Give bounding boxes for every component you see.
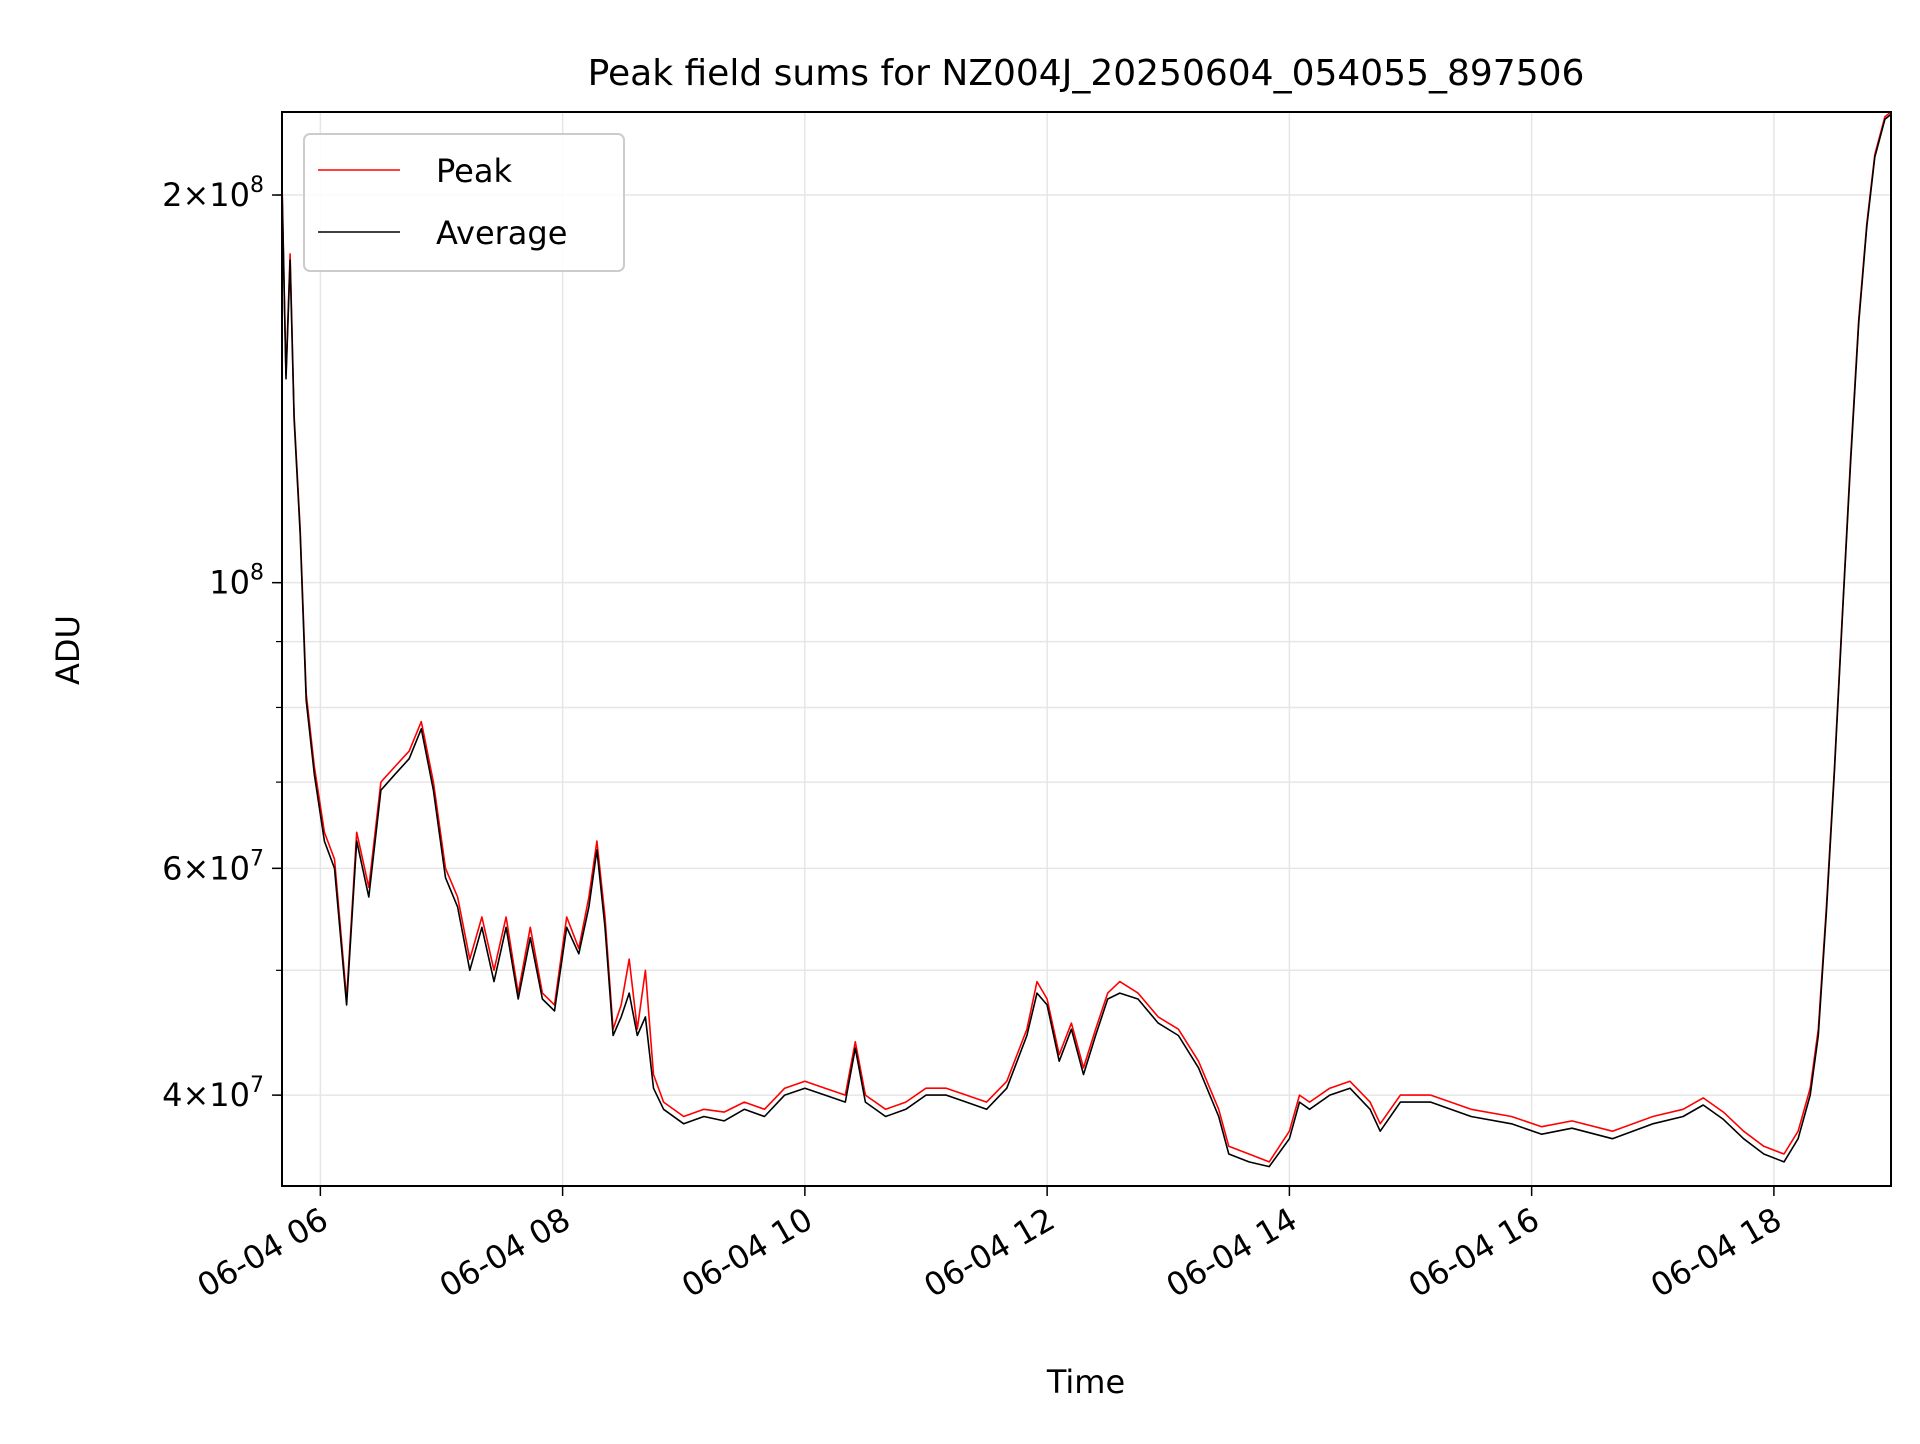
y-tick-label: 2×108 — [162, 173, 264, 214]
x-tick-label: 06-04 12 — [918, 1200, 1062, 1305]
legend: Peak Average — [303, 133, 625, 272]
ticks-layer: 06-04 06 06-04 08 06-04 10 06-04 12 06-04 14… — [162, 173, 1788, 1305]
series-line-average — [281, 113, 1892, 1168]
y-tick-label: 6×107 — [162, 846, 264, 887]
series-layer — [281, 111, 1892, 1168]
x-tick-label: 06-04 08 — [433, 1200, 577, 1305]
x-tick-label: 06-04 10 — [675, 1200, 819, 1305]
x-tick-label: 06-04 14 — [1160, 1200, 1304, 1305]
legend-box — [303, 133, 625, 272]
legend-label-peak: Peak — [436, 152, 512, 190]
y-axis-label: ADU — [49, 615, 87, 685]
y-tick-label: 4×107 — [162, 1073, 264, 1114]
legend-label-average: Average — [436, 214, 567, 252]
grid-layer — [282, 112, 1891, 1186]
x-axis-label: Time — [1046, 1363, 1125, 1401]
y-tick-label: 108 — [209, 561, 264, 602]
chart-title: Peak field sums for NZ004J_20250604_0540… — [588, 53, 1585, 94]
series-line-peak — [281, 111, 1892, 1163]
x-tick-label: 06-04 16 — [1402, 1200, 1546, 1305]
x-tick-label: 06-04 06 — [191, 1200, 335, 1305]
plot-area-frame — [281, 111, 1892, 1187]
x-tick-label: 06-04 18 — [1644, 1200, 1788, 1305]
